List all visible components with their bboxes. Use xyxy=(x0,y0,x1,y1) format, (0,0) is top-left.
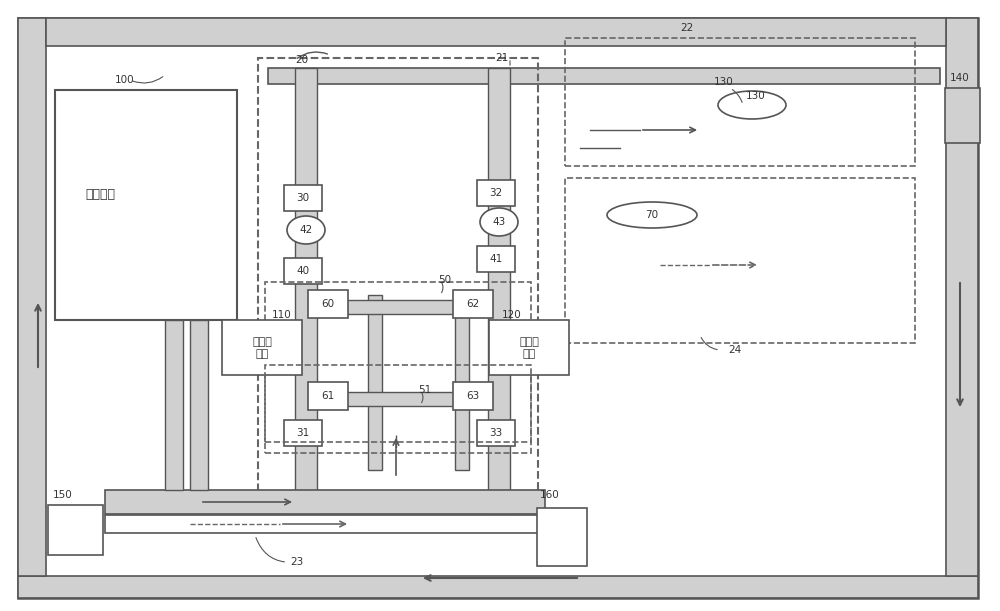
Text: 32: 32 xyxy=(489,188,503,198)
Bar xyxy=(316,300,471,314)
Text: 31: 31 xyxy=(296,428,310,438)
Text: 100: 100 xyxy=(115,75,135,85)
Bar xyxy=(284,258,322,284)
Text: 存储装置: 存储装置 xyxy=(85,189,115,202)
Bar xyxy=(368,295,382,470)
Bar xyxy=(55,90,237,320)
Text: 20: 20 xyxy=(295,55,308,65)
Text: 51: 51 xyxy=(418,385,431,395)
Text: 110: 110 xyxy=(272,310,292,320)
Text: 63: 63 xyxy=(466,391,480,401)
Bar xyxy=(453,290,493,318)
Bar xyxy=(477,246,515,272)
Bar xyxy=(477,420,515,446)
Bar xyxy=(46,18,946,46)
Bar xyxy=(222,320,302,375)
Bar xyxy=(308,290,348,318)
Text: 工作过
滤器: 工作过 滤器 xyxy=(252,337,272,359)
Text: 70: 70 xyxy=(645,210,659,220)
Text: 41: 41 xyxy=(489,254,503,264)
Text: 62: 62 xyxy=(466,299,480,309)
Text: 130: 130 xyxy=(746,91,766,101)
Bar xyxy=(268,68,940,84)
Bar xyxy=(165,320,183,490)
Bar xyxy=(295,68,317,530)
Bar xyxy=(316,392,471,406)
Bar xyxy=(455,295,469,470)
Bar xyxy=(565,38,915,166)
Bar xyxy=(105,515,545,533)
Bar xyxy=(258,58,538,530)
Text: 33: 33 xyxy=(489,428,503,438)
Text: 40: 40 xyxy=(296,266,310,276)
Bar xyxy=(265,365,531,453)
Bar xyxy=(489,320,569,375)
Text: 21: 21 xyxy=(495,53,508,63)
Bar xyxy=(284,185,322,211)
Text: 120: 120 xyxy=(502,310,522,320)
Bar xyxy=(477,180,515,206)
Text: 空闲过
滤器: 空闲过 滤器 xyxy=(519,337,539,359)
Bar xyxy=(48,505,103,555)
Bar xyxy=(946,18,978,576)
Text: 60: 60 xyxy=(321,299,335,309)
Text: 42: 42 xyxy=(299,225,313,235)
Bar xyxy=(537,508,587,566)
Bar xyxy=(284,420,322,446)
Bar xyxy=(190,320,208,490)
Text: 30: 30 xyxy=(296,193,310,203)
Bar xyxy=(488,68,510,530)
Bar xyxy=(453,382,493,410)
Text: 160: 160 xyxy=(540,490,560,500)
Bar xyxy=(18,18,46,576)
Ellipse shape xyxy=(480,208,518,236)
Bar xyxy=(565,178,915,343)
Ellipse shape xyxy=(607,202,697,228)
Bar xyxy=(105,490,545,514)
Text: 23: 23 xyxy=(256,538,303,567)
Text: 140: 140 xyxy=(950,73,970,83)
Ellipse shape xyxy=(287,216,325,244)
Text: 61: 61 xyxy=(321,391,335,401)
Ellipse shape xyxy=(718,91,786,119)
Bar xyxy=(945,88,980,143)
Bar xyxy=(18,576,978,598)
Bar xyxy=(265,282,531,442)
Text: 150: 150 xyxy=(53,490,73,500)
Text: 50: 50 xyxy=(438,275,451,285)
Text: 130: 130 xyxy=(714,77,734,87)
Text: 22: 22 xyxy=(680,23,693,33)
Text: 43: 43 xyxy=(492,217,506,227)
Text: 24: 24 xyxy=(728,345,741,355)
Bar xyxy=(308,382,348,410)
